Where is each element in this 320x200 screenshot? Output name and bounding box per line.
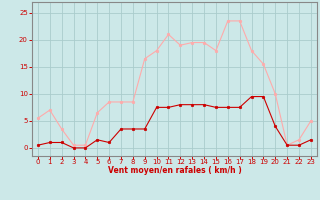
X-axis label: Vent moyen/en rafales ( km/h ): Vent moyen/en rafales ( km/h ) <box>108 166 241 175</box>
